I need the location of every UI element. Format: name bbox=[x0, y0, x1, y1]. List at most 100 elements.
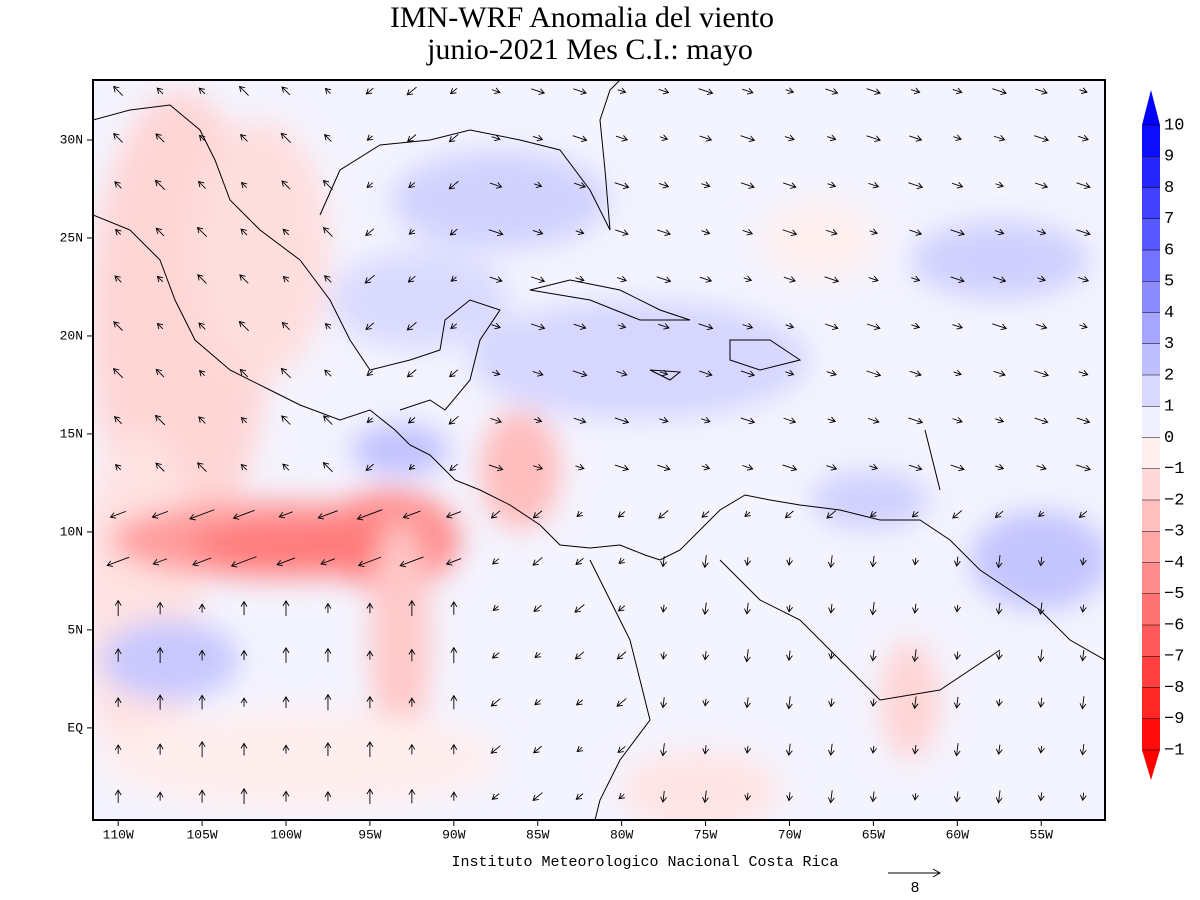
wind-arrow bbox=[238, 85, 249, 96]
wind-arrow bbox=[278, 511, 293, 519]
wind-arrow bbox=[240, 787, 248, 805]
wind-arrow bbox=[994, 510, 1004, 519]
wind-arrow bbox=[824, 323, 839, 330]
wind-arrow bbox=[785, 696, 793, 710]
map-field bbox=[93, 80, 1105, 820]
wind-arrow bbox=[866, 370, 882, 378]
wind-arrow bbox=[1034, 135, 1050, 143]
wind-arrow bbox=[239, 133, 248, 142]
wind-arrow bbox=[282, 228, 290, 236]
colorbar-band bbox=[1142, 156, 1160, 188]
wind-arrow bbox=[1076, 417, 1091, 425]
wind-arrow bbox=[1079, 87, 1088, 94]
wind-arrow bbox=[1034, 417, 1049, 425]
wind-arrow bbox=[740, 417, 756, 425]
wind-arrow bbox=[614, 417, 630, 425]
wind-arrow bbox=[783, 276, 796, 283]
wind-arrow bbox=[952, 417, 963, 424]
wind-arrow bbox=[320, 558, 336, 566]
wind-arrow bbox=[155, 227, 165, 237]
colorbar-band bbox=[1142, 437, 1160, 469]
wind-arrow bbox=[366, 788, 374, 804]
wind-arrow bbox=[533, 604, 542, 612]
colorbar-label: −9 bbox=[1164, 710, 1184, 729]
colorbar-label: 8 bbox=[1164, 179, 1174, 198]
wind-arrow bbox=[1036, 464, 1047, 471]
wind-arrow bbox=[155, 462, 165, 472]
wind-arrow bbox=[198, 649, 206, 661]
wind-arrow bbox=[490, 745, 501, 754]
wind-arrow bbox=[366, 134, 374, 141]
wind-arrow bbox=[324, 369, 332, 377]
wind-arrow bbox=[656, 276, 672, 284]
wind-arrow bbox=[785, 369, 795, 377]
wind-arrow bbox=[575, 557, 584, 565]
wind-arrow bbox=[740, 182, 755, 189]
colorbar-band bbox=[1142, 281, 1160, 313]
wind-arrow bbox=[826, 464, 838, 471]
wind-arrow bbox=[366, 650, 374, 660]
wind-arrow bbox=[994, 228, 1005, 236]
wind-arrow bbox=[827, 790, 835, 804]
wind-arrow bbox=[744, 745, 752, 754]
wind-arrow bbox=[1034, 370, 1049, 378]
wind-arrow bbox=[317, 510, 338, 520]
wind-arrow bbox=[408, 181, 416, 189]
wind-arrow bbox=[743, 649, 751, 663]
wind-arrow bbox=[742, 464, 754, 471]
wind-arrow bbox=[365, 228, 375, 237]
wind-arrow bbox=[870, 745, 877, 754]
wind-arrow bbox=[408, 463, 416, 470]
wind-arrow bbox=[617, 322, 627, 330]
wind-arrow bbox=[573, 88, 587, 95]
wind-arrow bbox=[408, 648, 416, 662]
wind-arrow bbox=[1076, 229, 1091, 237]
wind-arrow bbox=[490, 510, 501, 519]
wind-arrow bbox=[450, 646, 458, 664]
wind-arrow bbox=[281, 415, 291, 425]
wind-arrow bbox=[156, 322, 164, 330]
colorbar-band bbox=[1142, 500, 1160, 532]
wind-arrow bbox=[366, 181, 374, 188]
wind-arrow bbox=[282, 599, 290, 616]
wind-vectors bbox=[106, 85, 1091, 805]
wind-arrow bbox=[996, 651, 1003, 661]
wind-arrow bbox=[992, 276, 1007, 283]
wind-arrow bbox=[870, 791, 877, 803]
x-tick-label: 95W bbox=[358, 827, 382, 842]
wind-arrow bbox=[660, 790, 667, 803]
wind-arrow bbox=[322, 226, 333, 237]
wind-arrow bbox=[489, 182, 503, 189]
wind-arrow bbox=[406, 321, 417, 331]
wind-arrow bbox=[365, 87, 374, 95]
wind-arrow bbox=[407, 275, 416, 283]
wind-arrow bbox=[908, 464, 923, 472]
wind-arrow bbox=[575, 228, 585, 236]
x-tick-label: 100W bbox=[270, 827, 301, 842]
x-tick-label: 75W bbox=[694, 827, 718, 842]
wind-arrow bbox=[399, 556, 424, 568]
title: IMN-WRF Anomalia del viento bbox=[390, 1, 774, 34]
wind-arrow bbox=[783, 182, 797, 189]
wind-arrow bbox=[951, 182, 964, 189]
wind-arrow bbox=[445, 511, 462, 519]
wind-arrow bbox=[408, 599, 416, 616]
wind-arrow bbox=[281, 321, 290, 331]
wind-arrow bbox=[614, 182, 630, 190]
wind-arrow bbox=[198, 322, 206, 330]
wind-arrow bbox=[1078, 134, 1089, 142]
wind-arrow bbox=[996, 698, 1003, 707]
wind-arrow bbox=[491, 369, 501, 377]
wind-arrow bbox=[532, 370, 544, 377]
wind-arrow bbox=[1078, 369, 1089, 377]
colorbar-band bbox=[1142, 250, 1160, 282]
wind-arrow bbox=[615, 229, 629, 236]
wind-arrow bbox=[114, 697, 122, 707]
wind-arrow bbox=[530, 276, 546, 284]
wind-arrow bbox=[573, 417, 587, 424]
wind-arrow bbox=[659, 369, 669, 377]
wind-arrow bbox=[356, 509, 383, 521]
wind-arrow bbox=[1034, 182, 1049, 189]
y-tick-label: 30N bbox=[60, 132, 83, 147]
wind-arrow bbox=[357, 556, 382, 568]
